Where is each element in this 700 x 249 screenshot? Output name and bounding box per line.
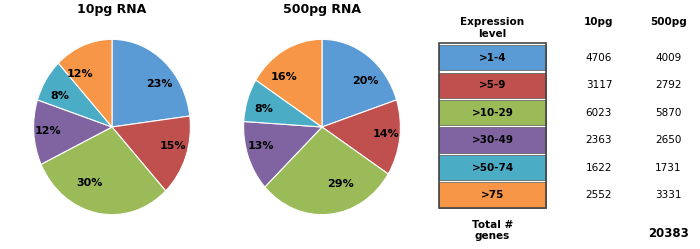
Text: 8%: 8% <box>50 91 69 101</box>
Text: 1731: 1731 <box>654 163 681 173</box>
Title: 10pg RNA: 10pg RNA <box>78 3 146 16</box>
Wedge shape <box>265 127 389 215</box>
Wedge shape <box>37 63 112 127</box>
Text: 12%: 12% <box>34 125 61 135</box>
Text: 8%: 8% <box>255 104 274 114</box>
FancyBboxPatch shape <box>440 183 546 208</box>
Text: 1622: 1622 <box>586 163 612 173</box>
Wedge shape <box>58 39 112 127</box>
Text: 5870: 5870 <box>655 108 681 118</box>
Text: 13%: 13% <box>248 141 274 151</box>
Text: 10pg: 10pg <box>584 17 614 27</box>
Text: 14%: 14% <box>372 129 399 139</box>
FancyBboxPatch shape <box>440 45 546 70</box>
Wedge shape <box>322 39 397 127</box>
Text: 20383: 20383 <box>648 227 689 240</box>
Wedge shape <box>34 100 112 164</box>
Text: 12%: 12% <box>66 69 93 79</box>
Text: 30%: 30% <box>76 178 102 188</box>
Text: >10-29: >10-29 <box>472 108 514 118</box>
Text: >1-4: >1-4 <box>479 53 506 62</box>
Text: 23%: 23% <box>146 79 172 89</box>
Text: 16%: 16% <box>271 72 298 82</box>
Text: Expression
level: Expression level <box>461 17 524 39</box>
Text: 15%: 15% <box>160 141 186 151</box>
Text: 2650: 2650 <box>655 135 681 145</box>
Text: 20%: 20% <box>352 76 379 86</box>
Text: 3117: 3117 <box>586 80 612 90</box>
Text: Total #
genes: Total # genes <box>472 220 513 241</box>
Text: 2792: 2792 <box>654 80 681 90</box>
Text: >50-74: >50-74 <box>471 163 514 173</box>
Text: >75: >75 <box>481 190 504 200</box>
Wedge shape <box>244 80 322 127</box>
Wedge shape <box>41 127 166 215</box>
Text: 6023: 6023 <box>586 108 612 118</box>
Text: >30-49: >30-49 <box>472 135 514 145</box>
Wedge shape <box>112 39 190 127</box>
FancyBboxPatch shape <box>440 100 546 125</box>
Text: >5-9: >5-9 <box>479 80 506 90</box>
Wedge shape <box>244 122 322 187</box>
Wedge shape <box>112 116 190 191</box>
FancyBboxPatch shape <box>440 155 546 180</box>
Text: 2363: 2363 <box>586 135 612 145</box>
Text: 29%: 29% <box>327 179 354 189</box>
FancyBboxPatch shape <box>440 127 546 153</box>
Text: 2552: 2552 <box>586 190 612 200</box>
Text: 500pg: 500pg <box>650 17 687 27</box>
Title: 500pg RNA: 500pg RNA <box>283 3 361 16</box>
Text: 4009: 4009 <box>655 53 681 62</box>
Wedge shape <box>322 100 400 174</box>
FancyBboxPatch shape <box>440 72 546 98</box>
Text: 4706: 4706 <box>586 53 612 62</box>
Wedge shape <box>256 39 322 127</box>
Text: 3331: 3331 <box>654 190 681 200</box>
